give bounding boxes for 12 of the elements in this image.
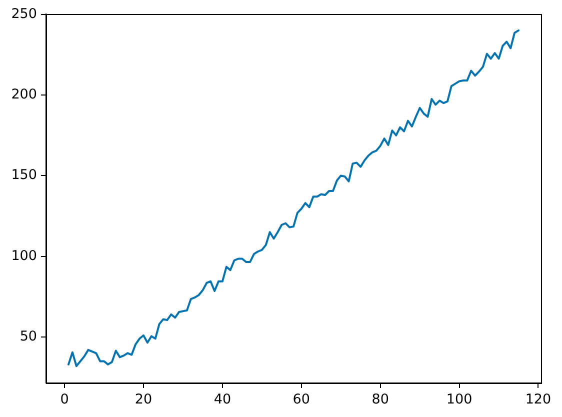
x-tick-label: 120 bbox=[525, 392, 552, 408]
y-tick-label: 100 bbox=[11, 248, 37, 264]
y-tick-label: 200 bbox=[11, 86, 37, 102]
x-tick-label: 80 bbox=[372, 392, 389, 408]
x-tick-label: 0 bbox=[60, 392, 69, 408]
y-tick-label: 250 bbox=[11, 6, 37, 22]
x-tick-label: 20 bbox=[134, 392, 152, 408]
x-tick-label: 100 bbox=[446, 392, 472, 408]
y-tick-label: 50 bbox=[20, 328, 37, 345]
x-tick-label: 60 bbox=[292, 392, 310, 408]
y-tick-label: 150 bbox=[11, 167, 37, 184]
x-tick-label: 40 bbox=[214, 392, 232, 408]
